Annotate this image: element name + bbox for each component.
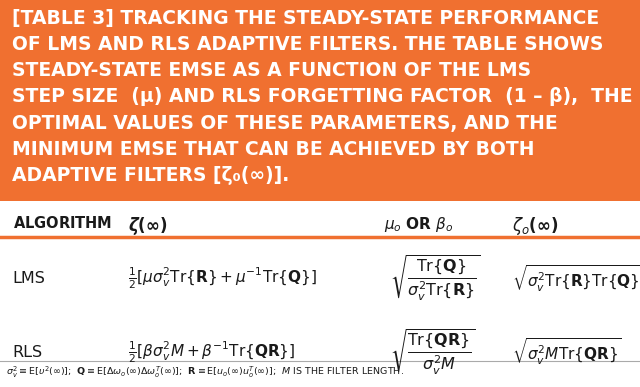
Text: $\boldsymbol{\zeta(\infty)}$: $\boldsymbol{\zeta(\infty)}$ <box>128 215 168 237</box>
Text: $\sqrt{\sigma_v^2 M\mathrm{Tr}\{\mathbf{QR}\}}$: $\sqrt{\sigma_v^2 M\mathrm{Tr}\{\mathbf{… <box>512 337 621 367</box>
Text: $\sqrt{\sigma_v^2\mathrm{Tr}\{\mathbf{R}\}\mathrm{Tr}\{\mathbf{Q}\}}$: $\sqrt{\sigma_v^2\mathrm{Tr}\{\mathbf{R}… <box>512 264 640 294</box>
Text: $\frac{1}{2}[\mu\sigma_v^2\mathrm{Tr}\{\mathbf{R}\}+\mu^{-1}\mathrm{Tr}\{\mathbf: $\frac{1}{2}[\mu\sigma_v^2\mathrm{Tr}\{\… <box>128 266 317 291</box>
Bar <box>0 0 640 201</box>
Text: $\sqrt{\dfrac{\mathrm{Tr}\{\mathbf{QR}\}}{\sigma_v^2 M}}$: $\sqrt{\dfrac{\mathrm{Tr}\{\mathbf{QR}\}… <box>390 327 476 377</box>
Text: $\mathbf{ALGORITHM}$: $\mathbf{ALGORITHM}$ <box>13 215 112 231</box>
Text: $\boldsymbol{\mu_o}\ \mathbf{OR}\ \boldsymbol{\beta_o}$: $\boldsymbol{\mu_o}\ \mathbf{OR}\ \bolds… <box>384 215 453 234</box>
Text: STEADY-STATE EMSE AS A FUNCTION OF THE LMS: STEADY-STATE EMSE AS A FUNCTION OF THE L… <box>12 61 531 80</box>
Text: $\sqrt{\dfrac{\mathrm{Tr}\{\mathbf{Q}\}}{\sigma_v^2\mathrm{Tr}\{\mathbf{R}\}}}$: $\sqrt{\dfrac{\mathrm{Tr}\{\mathbf{Q}\}}… <box>390 254 481 303</box>
Text: $\frac{1}{2}[\beta\sigma_v^2 M+\beta^{-1}\mathrm{Tr}\{\mathbf{QR}\}]$: $\frac{1}{2}[\beta\sigma_v^2 M+\beta^{-1… <box>128 339 296 365</box>
Text: OF LMS AND RLS ADAPTIVE FILTERS. THE TABLE SHOWS: OF LMS AND RLS ADAPTIVE FILTERS. THE TAB… <box>12 35 603 54</box>
Text: $\boldsymbol{\zeta_o(\infty)}$: $\boldsymbol{\zeta_o(\infty)}$ <box>512 215 558 237</box>
Text: ADAPTIVE FILTERS [ζ₀(∞)].: ADAPTIVE FILTERS [ζ₀(∞)]. <box>12 166 289 185</box>
Text: LMS: LMS <box>13 271 45 286</box>
Text: STEP SIZE  (μ) AND RLS FORGETTING FACTOR  (1 – β),  THE: STEP SIZE (μ) AND RLS FORGETTING FACTOR … <box>12 87 632 106</box>
Text: OPTIMAL VALUES OF THESE PARAMETERS, AND THE: OPTIMAL VALUES OF THESE PARAMETERS, AND … <box>12 114 557 133</box>
Text: RLS: RLS <box>13 345 43 360</box>
Text: $\sigma_v^2 \equiv \mathrm{E}[\upsilon^2(\infty)]$;  $\mathbf{Q} \equiv \mathrm{: $\sigma_v^2 \equiv \mathrm{E}[\upsilon^2… <box>6 365 404 380</box>
Text: [TABLE 3] TRACKING THE STEADY-STATE PERFORMANCE: [TABLE 3] TRACKING THE STEADY-STATE PERF… <box>12 9 598 27</box>
Text: MINIMUM EMSE THAT CAN BE ACHIEVED BY BOTH: MINIMUM EMSE THAT CAN BE ACHIEVED BY BOT… <box>12 140 534 159</box>
